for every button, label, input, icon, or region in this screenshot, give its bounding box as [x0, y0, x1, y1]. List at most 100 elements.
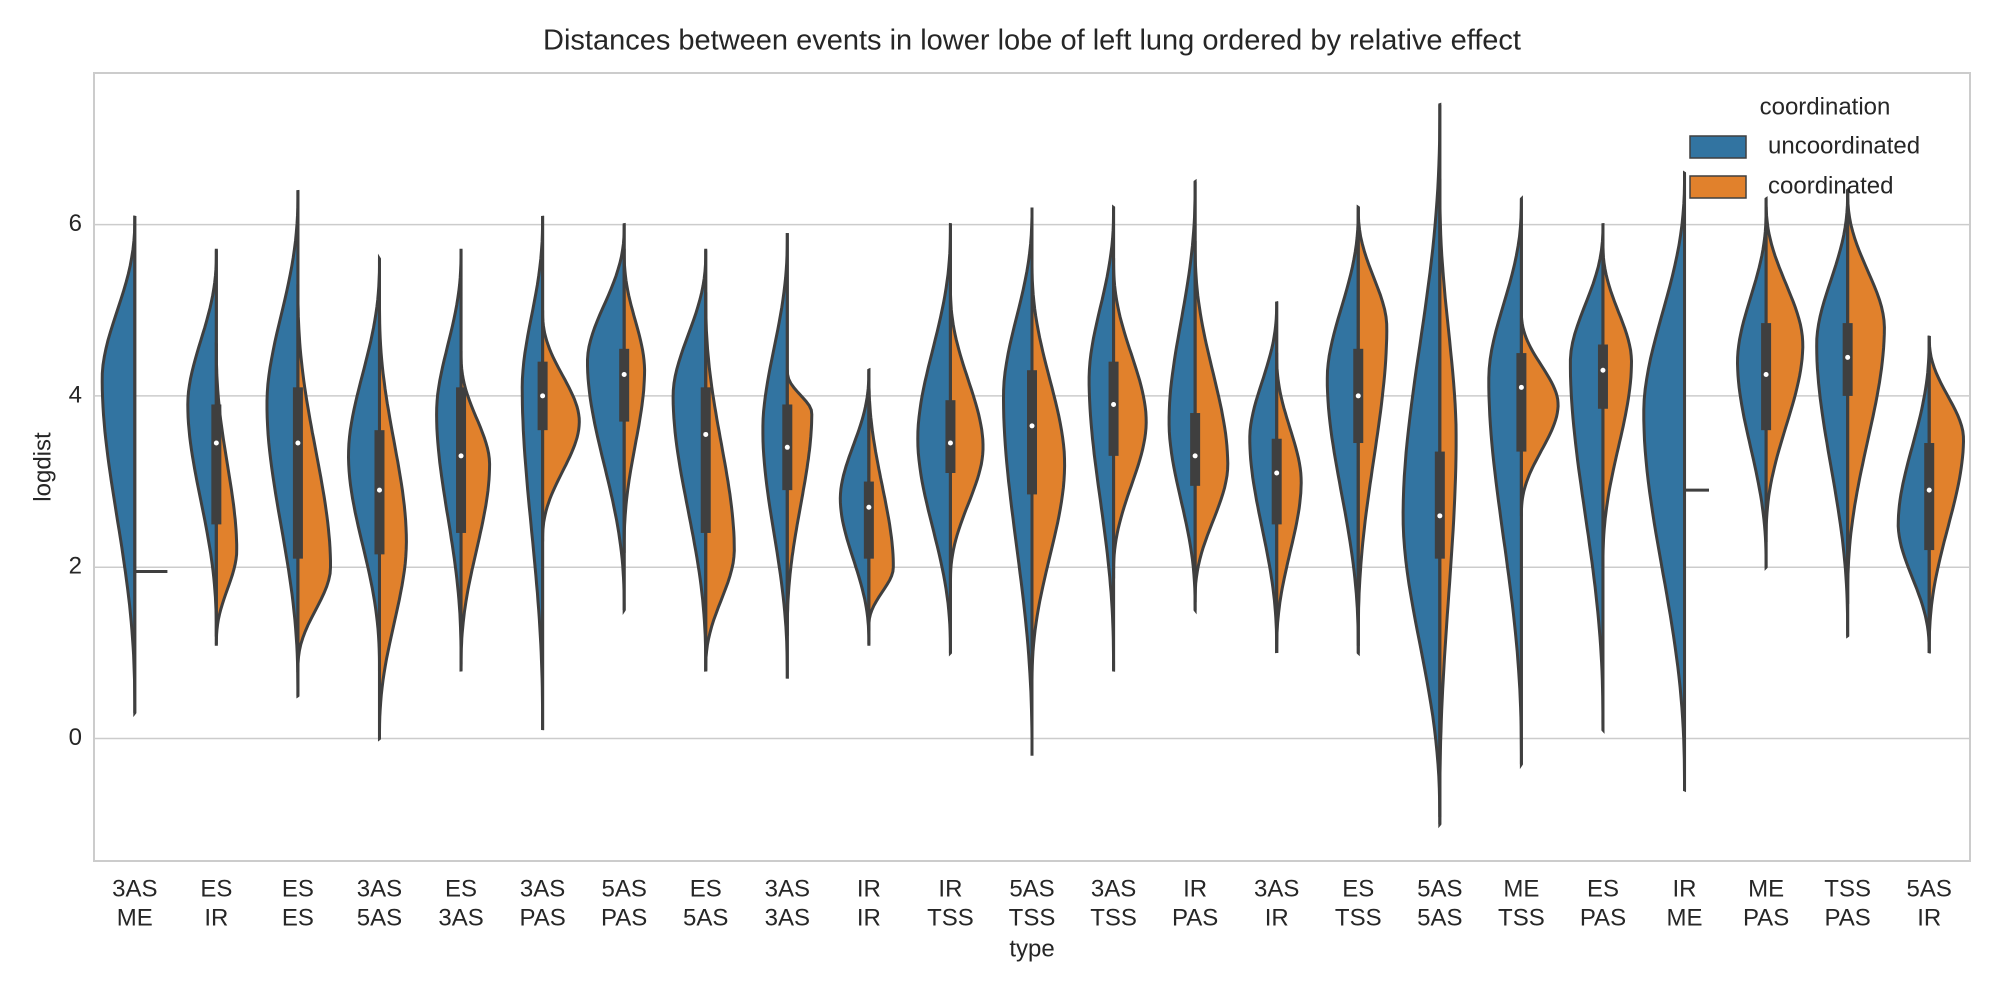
x-tick-label: 3AS [438, 904, 483, 931]
violin-half [586, 222, 626, 615]
x-tick-label: TSS [1090, 904, 1137, 931]
y-tick-label: 6 [69, 210, 82, 237]
median [1763, 371, 1769, 377]
box [1027, 370, 1037, 495]
x-tick-label: TSS [927, 904, 974, 931]
median [866, 504, 872, 510]
violin-half [1896, 335, 1931, 659]
x-tick-label: 3AS [1254, 875, 1299, 902]
x-tick-label: PAS [519, 904, 565, 931]
x-tick-label: ES [282, 904, 314, 931]
box [1597, 344, 1608, 409]
box [292, 387, 303, 559]
x-tick-label: IR [1265, 904, 1289, 931]
violin-half [622, 248, 647, 553]
median [458, 453, 464, 459]
x-tick-label: 5AS [1009, 875, 1054, 902]
x-tick-label: ES [445, 875, 477, 902]
y-axis-label: logdist [29, 432, 56, 502]
violin-half [1927, 335, 1966, 659]
violin-half [1815, 186, 1850, 639]
violin-half [1401, 102, 1442, 828]
x-tick-label: 3AS [357, 875, 402, 902]
y-tick-label: 2 [69, 553, 82, 580]
box [863, 481, 874, 559]
violin-half [1519, 309, 1560, 517]
violin-half [1167, 178, 1197, 615]
violin-half [100, 215, 137, 718]
median [703, 431, 709, 437]
plot-marks [100, 102, 1966, 828]
x-tick-label: IR [857, 875, 881, 902]
median [621, 371, 627, 377]
plot-frame [93, 72, 1971, 862]
violin-half [1356, 204, 1389, 646]
box [456, 387, 467, 533]
violin-half [1846, 187, 1886, 604]
x-tick-label: 5AS [601, 875, 646, 902]
x-tick-label: 5AS [1907, 875, 1952, 902]
x-tick-label: ES [1342, 875, 1374, 902]
x-tick-label: IR [1673, 875, 1697, 902]
box [700, 387, 711, 533]
x-tick-label: PAS [1743, 904, 1789, 931]
y-tick-label: 4 [69, 381, 82, 408]
x-tick-label: IR [1183, 875, 1207, 902]
median [1355, 393, 1361, 399]
x-tick-label: 3AS [520, 875, 565, 902]
x-tick-label: IR [204, 904, 228, 931]
x-tick-label: 3AS [765, 875, 810, 902]
violin-half [186, 248, 218, 639]
violin-half [265, 189, 300, 699]
legend-swatch [1689, 175, 1747, 199]
median [1111, 401, 1117, 407]
violin-half [377, 299, 408, 742]
violin-half [1487, 195, 1523, 769]
violin-half [1325, 204, 1360, 657]
x-tick-label: ME [117, 904, 153, 931]
x-tick-label: TSS [1335, 904, 1382, 931]
x-tick-label: ES [200, 875, 232, 902]
violin-half [1112, 254, 1148, 579]
legend-title: coordination [1760, 93, 1891, 120]
median [1029, 423, 1035, 429]
violin-half [541, 309, 581, 543]
x-tick-label: 5AS [683, 904, 728, 931]
x-tick-label: ES [282, 875, 314, 902]
violin-half [1248, 301, 1279, 653]
violin-half [671, 248, 708, 672]
median [540, 393, 546, 399]
violin-half [948, 280, 985, 589]
x-tick-label: 5AS [357, 904, 402, 931]
box [1434, 451, 1445, 559]
violin-half [1438, 178, 1458, 818]
median [1845, 354, 1851, 360]
x-tick-label: PAS [1580, 904, 1626, 931]
x-tick-label: PAS [601, 904, 647, 931]
violin-half [838, 367, 871, 646]
violin-half [296, 284, 332, 673]
violin-half [1735, 206, 1768, 572]
box [619, 348, 630, 422]
violin-half [916, 222, 952, 657]
x-tick-label: IR [938, 875, 962, 902]
violin-half [1001, 207, 1034, 756]
median [1274, 470, 1280, 476]
box [1924, 443, 1935, 551]
median [784, 444, 790, 450]
violin-half [1764, 195, 1805, 548]
violin-half [1030, 258, 1067, 688]
x-tick-label: 3AS [112, 875, 157, 902]
violin-half [1087, 204, 1116, 672]
x-tick-label: TSS [1498, 904, 1545, 931]
box [1271, 438, 1282, 525]
x-tick-label: ES [1587, 875, 1619, 902]
x-tick-label: 5AS [1417, 875, 1462, 902]
legend: coordination uncoordinated coordinated [1689, 93, 1920, 199]
median [376, 487, 382, 493]
violin-half [459, 350, 492, 672]
x-tick-label: IR [857, 904, 881, 931]
median [1192, 453, 1198, 459]
x-tick-label: ME [1748, 875, 1784, 902]
x-tick-label: IR [1917, 904, 1941, 931]
